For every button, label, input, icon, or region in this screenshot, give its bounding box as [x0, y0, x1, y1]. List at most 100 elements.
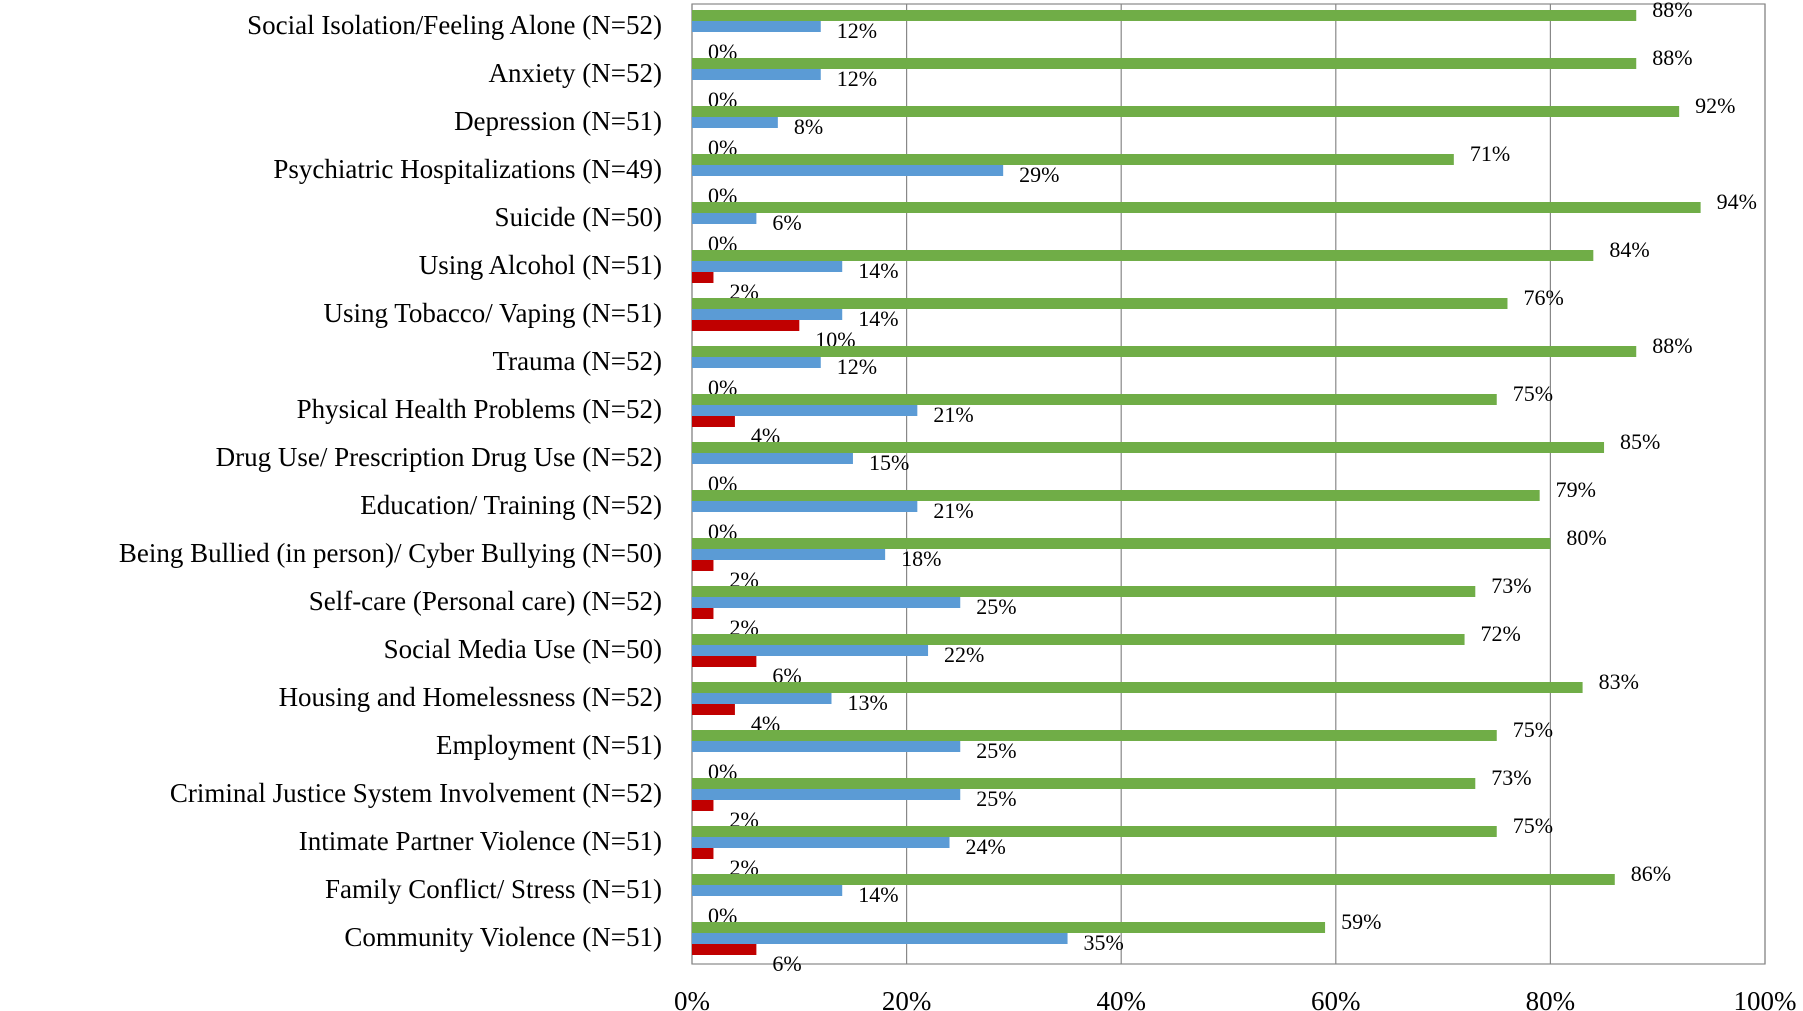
- bar: [692, 538, 1551, 549]
- bar: [692, 453, 853, 464]
- bar: [692, 848, 714, 859]
- value-label: 29%: [1019, 162, 1059, 187]
- bar: [692, 346, 1637, 357]
- value-label: 92%: [1695, 93, 1735, 118]
- x-tick-label: 20%: [882, 986, 932, 1011]
- value-label: 13%: [847, 690, 887, 715]
- bar: [692, 165, 1004, 176]
- bar: [692, 730, 1497, 741]
- category-label: Employment (N=51): [436, 730, 662, 760]
- bar: [692, 682, 1583, 693]
- category-label: Trauma (N=52): [493, 346, 662, 376]
- bar: [692, 490, 1540, 501]
- bar: [692, 357, 821, 368]
- bar: [692, 826, 1497, 837]
- value-label: 12%: [837, 18, 877, 43]
- category-label: Self-care (Personal care) (N=52): [309, 586, 662, 616]
- value-label: 14%: [858, 882, 898, 907]
- category-label: Drug Use/ Prescription Drug Use (N=52): [216, 442, 662, 472]
- category-label: Social Isolation/Feeling Alone (N=52): [247, 10, 662, 40]
- bar: [692, 106, 1680, 117]
- value-label: 85%: [1620, 429, 1660, 454]
- value-label: 73%: [1491, 573, 1531, 598]
- value-label: 86%: [1631, 861, 1671, 886]
- bar: [692, 416, 735, 427]
- value-label: 88%: [1652, 0, 1692, 22]
- category-label: Anxiety (N=52): [489, 58, 662, 88]
- bar: [692, 250, 1594, 261]
- value-label: 12%: [837, 354, 877, 379]
- value-label: 83%: [1599, 669, 1639, 694]
- bar: [692, 693, 832, 704]
- value-label: 88%: [1652, 333, 1692, 358]
- category-label: Intimate Partner Violence (N=51): [299, 826, 662, 856]
- value-label: 14%: [858, 258, 898, 283]
- value-label: 59%: [1341, 909, 1381, 934]
- bar: [692, 837, 950, 848]
- bar: [692, 656, 757, 667]
- bar: [692, 741, 961, 752]
- x-tick-label: 40%: [1096, 986, 1146, 1011]
- value-label: 15%: [869, 450, 909, 475]
- value-label: 75%: [1513, 381, 1553, 406]
- bar: [692, 21, 821, 32]
- bar: [692, 501, 918, 512]
- bar: [692, 10, 1637, 21]
- bar: [692, 272, 714, 283]
- category-label: Education/ Training (N=52): [360, 490, 662, 520]
- value-label: 24%: [966, 834, 1006, 859]
- x-tick-label: 80%: [1526, 986, 1576, 1011]
- bar: [692, 789, 961, 800]
- bar: [692, 213, 757, 224]
- bar: [692, 154, 1454, 165]
- bar: [692, 874, 1615, 885]
- bar: [692, 645, 929, 656]
- value-label: 76%: [1523, 285, 1563, 310]
- value-label: 73%: [1491, 765, 1531, 790]
- value-label: 35%: [1084, 930, 1124, 955]
- bar: [692, 778, 1476, 789]
- value-label: 6%: [772, 951, 801, 976]
- value-label: 84%: [1609, 237, 1649, 262]
- value-label: 25%: [976, 786, 1016, 811]
- value-label: 18%: [901, 546, 941, 571]
- bar: [692, 885, 843, 896]
- category-label: Psychiatric Hospitalizations (N=49): [273, 154, 662, 184]
- value-label: 80%: [1566, 525, 1606, 550]
- category-label: Family Conflict/ Stress (N=51): [325, 874, 662, 904]
- bar: [692, 704, 735, 715]
- bar: [692, 922, 1326, 933]
- bar: [692, 69, 821, 80]
- bar: [692, 320, 800, 331]
- value-label: 88%: [1652, 45, 1692, 70]
- category-label: Using Alcohol (N=51): [419, 250, 662, 280]
- plot-border: [691, 3, 1766, 965]
- value-label: 94%: [1717, 189, 1757, 214]
- x-tick-label: 100%: [1734, 986, 1797, 1011]
- bar: [692, 202, 1701, 213]
- bar: [692, 608, 714, 619]
- bar: [692, 800, 714, 811]
- bar: [692, 117, 778, 128]
- bar: [692, 634, 1465, 645]
- bar: [692, 944, 757, 955]
- category-label: Social Media Use (N=50): [384, 634, 662, 664]
- bar: [692, 394, 1497, 405]
- x-tick-label: 0%: [674, 986, 710, 1011]
- bar: [692, 298, 1508, 309]
- category-label: Depression (N=51): [454, 106, 662, 136]
- bar: [692, 597, 961, 608]
- value-label: 75%: [1513, 717, 1553, 742]
- value-label: 21%: [933, 498, 973, 523]
- category-label: Housing and Homelessness (N=52): [279, 682, 662, 712]
- bar: [692, 560, 714, 571]
- value-label: 6%: [772, 210, 801, 235]
- value-label: 75%: [1513, 813, 1553, 838]
- category-label: Community Violence (N=51): [344, 922, 662, 952]
- value-label: 72%: [1481, 621, 1521, 646]
- category-label: Physical Health Problems (N=52): [297, 394, 662, 424]
- bar: [692, 933, 1068, 944]
- value-label: 14%: [858, 306, 898, 331]
